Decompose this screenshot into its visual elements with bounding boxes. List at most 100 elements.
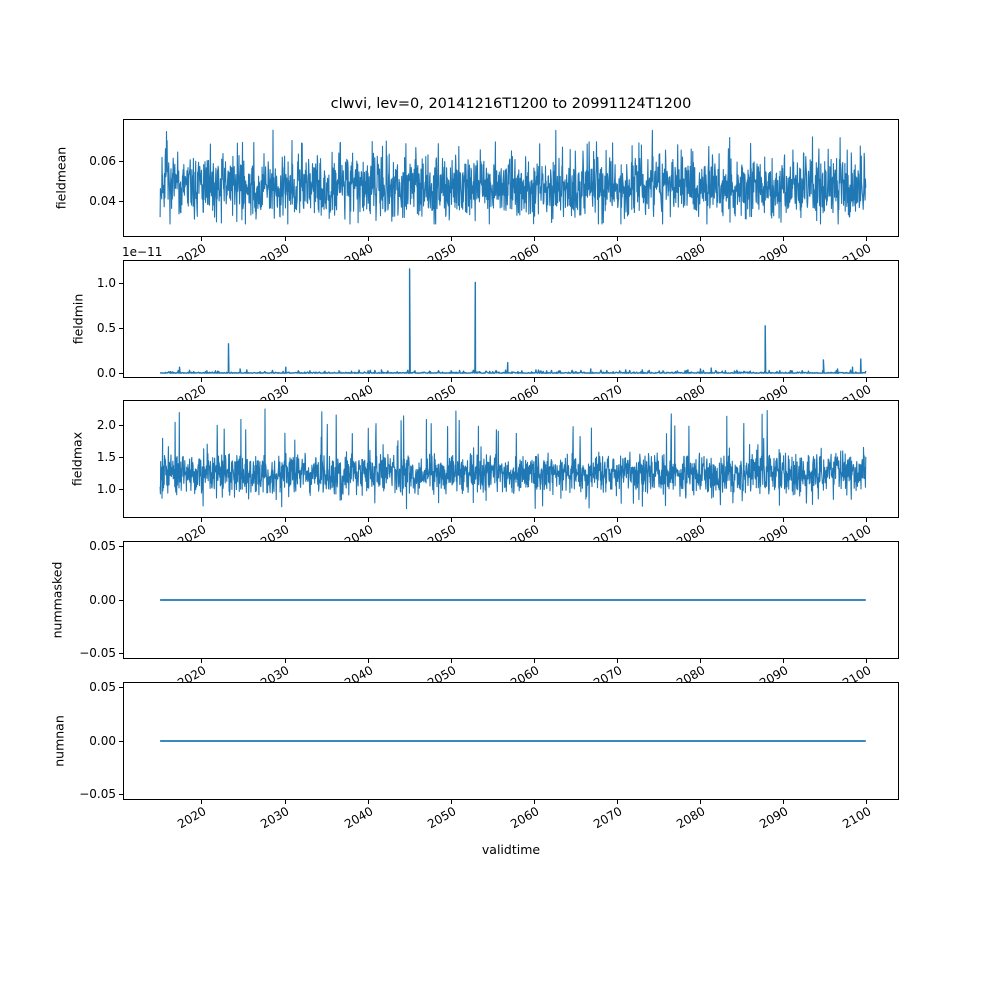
axes-frame — [123, 119, 899, 237]
x-tick — [866, 659, 868, 663]
x-tick — [367, 800, 369, 804]
x-tick — [783, 237, 784, 241]
y-tick-label: 0.00 — [89, 733, 116, 748]
y-tick-label: 0.05 — [89, 538, 116, 553]
y-tick — [119, 424, 123, 426]
subplot-nummasked: nummasked −0.05 0.00 0.05 2020 2030 2040 2050 2… — [50, 539, 899, 690]
series-line-fieldmean — [159, 129, 867, 225]
x-tick — [699, 659, 701, 663]
y-tick-label: 1.0 — [96, 482, 116, 497]
chart-title: clwvi, lev=0, 20141216T1200 to 20991124T… — [330, 96, 692, 112]
x-tick — [201, 800, 203, 804]
x-tick-label: 2040 — [341, 804, 376, 832]
x-tick-label: 2020 — [175, 804, 209, 832]
y-tick — [119, 372, 123, 374]
x-tick — [616, 237, 618, 241]
axes-frame — [123, 260, 899, 378]
y-tick-label: 1.0 — [96, 275, 116, 290]
x-tick — [533, 518, 535, 522]
y-tick-label: 2.0 — [96, 417, 116, 432]
x-tick — [533, 237, 535, 241]
numnan-plot-area — [123, 682, 899, 800]
x-tick — [866, 378, 868, 382]
y-tick — [119, 200, 123, 202]
x-tick — [783, 378, 784, 382]
subplot-fieldmax: fieldmax 1.0 1.5 2.0 2020 2030 2040 2050 2060 20… — [70, 400, 899, 549]
x-tick — [284, 800, 286, 804]
y-tick — [119, 456, 123, 458]
x-tick — [450, 237, 452, 241]
y-tick-label: 0.05 — [89, 679, 116, 694]
x-tick — [699, 518, 701, 522]
subplot-fieldmin: fieldmin 1e−11 0.0 0.5 1.0 2020 2030 2040 2050… — [71, 245, 899, 409]
x-tick-label: 2100 — [840, 804, 874, 832]
y-tick — [119, 282, 123, 284]
x-tick — [367, 659, 369, 663]
x-tick — [367, 237, 369, 241]
nummasked-plot-area — [123, 541, 899, 659]
x-tick — [866, 518, 868, 522]
x-tick — [284, 518, 286, 522]
axes-frame — [123, 682, 899, 800]
y-tick — [119, 794, 123, 796]
y-tick — [119, 599, 123, 601]
x-tick — [533, 800, 535, 804]
y-tick — [119, 160, 123, 162]
x-axis-label: validtime — [481, 842, 541, 857]
y-axis-offset-text: 1e−11 — [122, 245, 163, 259]
x-tick — [201, 518, 203, 522]
x-tick — [783, 518, 784, 522]
x-tick — [699, 378, 701, 382]
y-axis-label-numnan: numnan — [51, 715, 67, 767]
x-tick — [284, 378, 286, 382]
y-tick-label: 1.5 — [96, 449, 116, 464]
y-tick — [119, 686, 123, 688]
x-tick — [783, 800, 784, 804]
x-tick — [367, 378, 369, 382]
subplot-fieldmean: fieldmean 0.04 0.06 2020 2030 2040 2050 2060 20… — [54, 119, 899, 268]
y-tick-label: −0.05 — [79, 646, 116, 661]
y-tick — [119, 653, 123, 655]
x-tick-label: 2030 — [258, 804, 292, 832]
y-axis-label-nummasked: nummasked — [49, 561, 65, 639]
y-tick-label: 0.0 — [96, 365, 116, 380]
x-tick — [616, 800, 618, 804]
x-tick — [450, 800, 452, 804]
x-tick-label: 2050 — [424, 804, 459, 832]
x-tick — [201, 237, 203, 241]
x-tick — [450, 659, 452, 663]
x-tick — [450, 518, 452, 522]
x-tick — [284, 237, 286, 241]
x-tick — [866, 800, 868, 804]
x-tick-label: 2060 — [507, 804, 542, 832]
x-tick — [866, 237, 868, 241]
series-line-fieldmin — [159, 268, 867, 374]
fieldmin-plot-area — [123, 260, 899, 378]
y-tick-label: 0.5 — [96, 320, 116, 335]
y-tick — [119, 327, 123, 329]
x-tick — [284, 659, 286, 663]
x-tick — [450, 378, 452, 382]
x-tick — [783, 659, 784, 663]
fieldmax-plot-area — [123, 400, 899, 518]
y-tick-label: 0.04 — [89, 193, 116, 208]
x-tick — [699, 237, 701, 241]
x-tick — [533, 378, 535, 382]
fieldmean-plot-area — [123, 119, 899, 237]
x-tick-label: 2090 — [757, 804, 791, 832]
x-tick — [201, 378, 203, 382]
y-axis-label-fieldmax: fieldmax — [69, 431, 85, 487]
x-tick — [699, 800, 701, 804]
x-tick — [616, 518, 618, 522]
x-tick — [616, 378, 618, 382]
axes-frame — [123, 400, 899, 518]
series-line-fieldmax — [159, 408, 867, 510]
x-tick — [616, 659, 618, 663]
subplot-numnan: numnan −0.05 0.00 0.05 2020 2030 2040 2050 2060… — [52, 680, 899, 831]
y-tick — [119, 489, 123, 491]
y-tick — [119, 740, 123, 742]
y-tick-label: 0.06 — [89, 153, 116, 168]
x-tick — [367, 518, 369, 522]
y-tick-label: 0.00 — [89, 592, 116, 607]
